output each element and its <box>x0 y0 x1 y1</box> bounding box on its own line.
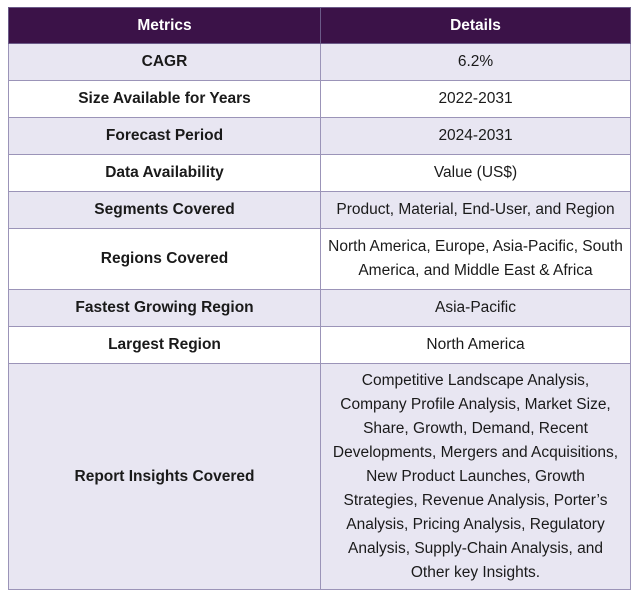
metric-cell: Regions Covered <box>8 228 321 290</box>
metric-cell: Data Availability <box>8 154 321 192</box>
metric-cell: Report Insights Covered <box>8 363 321 590</box>
detail-cell: Product, Material, End-User, and Region <box>320 191 631 229</box>
metric-cell: Size Available for Years <box>8 80 321 118</box>
header-metrics: Metrics <box>8 7 321 44</box>
table-row: Regions Covered North America, Europe, A… <box>8 228 631 290</box>
metric-cell: CAGR <box>8 43 321 81</box>
metric-cell: Forecast Period <box>8 117 321 155</box>
metric-cell: Largest Region <box>8 326 321 364</box>
metric-cell: Segments Covered <box>8 191 321 229</box>
detail-cell: Asia-Pacific <box>320 289 631 327</box>
table-header-row: Metrics Details <box>8 7 631 44</box>
table-row: Fastest Growing Region Asia-Pacific <box>8 289 631 327</box>
table-row: Data Availability Value (US$) <box>8 154 631 192</box>
table-row: Segments Covered Product, Material, End-… <box>8 191 631 229</box>
table-row: Size Available for Years 2022-2031 <box>8 80 631 118</box>
detail-cell: North America <box>320 326 631 364</box>
table-row: Report Insights Covered Competitive Land… <box>8 363 631 590</box>
detail-cell: 2024-2031 <box>320 117 631 155</box>
detail-cell: 2022-2031 <box>320 80 631 118</box>
detail-cell: North America, Europe, Asia-Pacific, Sou… <box>320 228 631 290</box>
report-metrics-table: Metrics Details CAGR 6.2% Size Available… <box>8 7 631 590</box>
header-details: Details <box>320 7 631 44</box>
metric-cell: Fastest Growing Region <box>8 289 321 327</box>
detail-cell: 6.2% <box>320 43 631 81</box>
detail-cell: Value (US$) <box>320 154 631 192</box>
report-table-container: Metrics Details CAGR 6.2% Size Available… <box>8 7 631 590</box>
detail-cell: Competitive Landscape Analysis, Company … <box>320 363 631 590</box>
table-row: CAGR 6.2% <box>8 43 631 81</box>
table-row: Forecast Period 2024-2031 <box>8 117 631 155</box>
table-row: Largest Region North America <box>8 326 631 364</box>
